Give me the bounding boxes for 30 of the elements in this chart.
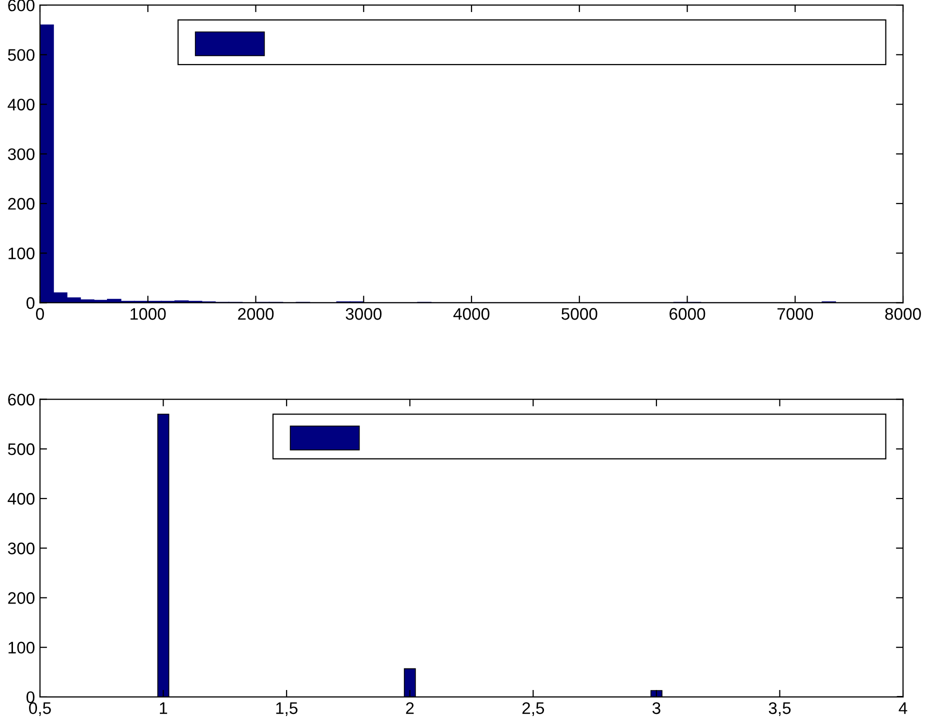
x-tick-label: 4000 (453, 308, 490, 320)
y-tick-label: 0 (26, 297, 34, 309)
y-tick-label: 100 (8, 642, 34, 654)
x-tick-label: 1,5 (276, 702, 298, 716)
x-tick-label: 0 (36, 308, 44, 320)
y-tick-label: 200 (8, 198, 34, 210)
y-tick-label: 600 (8, 394, 34, 406)
x-tick-label: 3000 (346, 308, 382, 320)
x-tick-label: 7000 (777, 308, 814, 320)
y-tick-label: 500 (8, 443, 34, 456)
y-tick-label: 0 (26, 691, 34, 704)
y-tick-label: 500 (8, 49, 34, 61)
y-tick-label: 400 (8, 98, 34, 111)
x-tick-label: 5000 (562, 308, 598, 320)
x-tick-label: 1000 (130, 308, 166, 320)
x-tick-label: 1 (160, 702, 168, 714)
x-tick-label: 3 (652, 702, 660, 714)
x-tick-label: 0,5 (29, 702, 51, 716)
y-tick-label: 300 (8, 148, 34, 160)
x-tick-label: 6000 (670, 308, 706, 320)
y-tick-label: 100 (8, 248, 34, 260)
x-tick-label: 2,5 (522, 702, 544, 716)
x-tick-label: 2000 (238, 308, 274, 320)
y-tick-label: 400 (8, 492, 34, 505)
x-tick-label: 8000 (885, 308, 921, 320)
y-tick-label: 200 (8, 592, 34, 604)
y-tick-label: 300 (8, 542, 34, 554)
x-tick-label: 4 (898, 702, 908, 714)
x-tick-label: 2 (406, 702, 414, 714)
x-tick-label: 3,5 (768, 702, 791, 716)
